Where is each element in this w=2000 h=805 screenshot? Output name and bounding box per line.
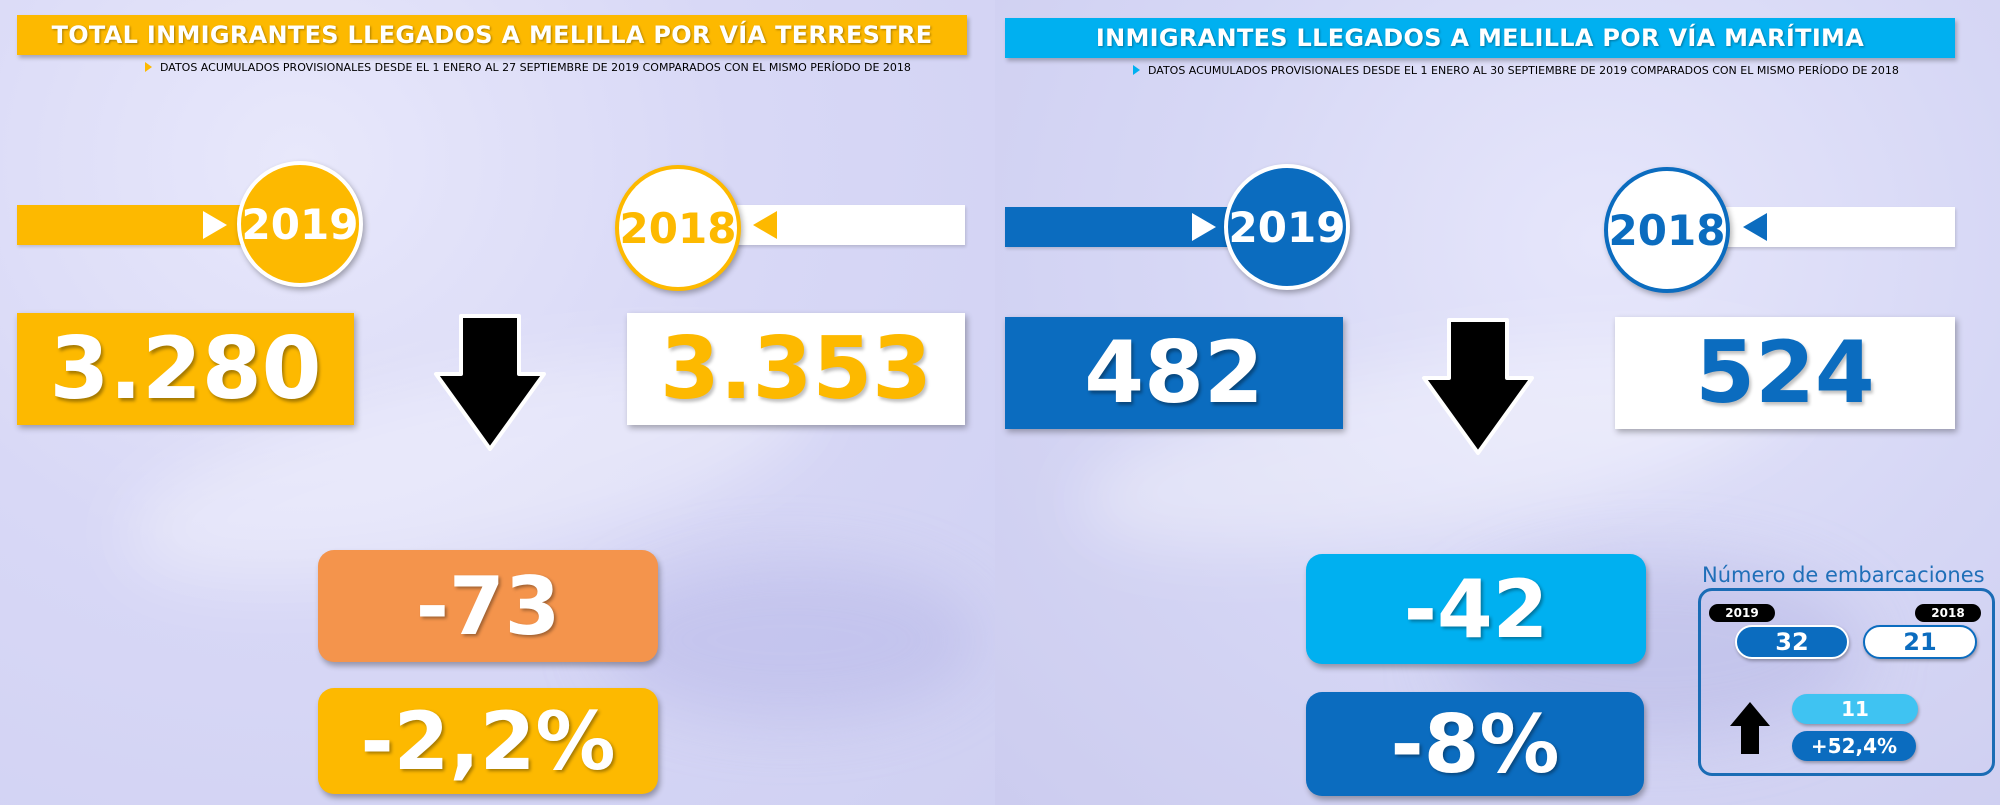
sea-value-2019: 482 — [1005, 317, 1343, 429]
land-panel: TOTAL INMIGRANTES LLEGADOS A MELILLA POR… — [0, 0, 995, 805]
sea-title: INMIGRANTES LLEGADOS A MELILLA POR VÍA M… — [1005, 18, 1955, 58]
boats-label-2019: 2019 — [1709, 604, 1775, 622]
sea-panel: INMIGRANTES LLEGADOS A MELILLA POR VÍA M… — [995, 0, 2000, 805]
sea-year-2018-badge: 2018 — [1604, 167, 1730, 293]
bullet-triangle-icon — [1133, 65, 1140, 75]
boats-title: Número de embarcaciones — [1702, 563, 1985, 587]
sea-subtitle-row: DATOS ACUMULADOS PROVISIONALES DESDE EL … — [1133, 62, 1899, 78]
land-difference-box: -73 — [318, 550, 658, 662]
triangle-left-icon — [1743, 213, 1767, 241]
land-year-2018-badge: 2018 — [615, 165, 741, 291]
boats-percent: +52,4% — [1792, 731, 1916, 761]
land-value-2018: 3.353 — [627, 313, 965, 425]
boats-value-2019: 32 — [1735, 625, 1849, 659]
land-year-2019-badge: 2019 — [237, 161, 363, 287]
play-triangle-icon — [203, 211, 227, 239]
boats-value-2018: 21 — [1863, 625, 1977, 659]
land-subtitle-row: DATOS ACUMULADOS PROVISIONALES DESDE EL … — [145, 59, 911, 75]
sea-value-2018: 524 — [1615, 317, 1955, 429]
arrow-down-icon — [1422, 318, 1534, 455]
sea-difference-box: -42 — [1306, 554, 1646, 664]
land-title: TOTAL INMIGRANTES LLEGADOS A MELILLA POR… — [17, 15, 967, 55]
triangle-left-icon — [753, 211, 777, 239]
sea-percent-box: -8% — [1306, 692, 1644, 796]
sea-subtitle: DATOS ACUMULADOS PROVISIONALES DESDE EL … — [1148, 63, 1899, 77]
play-triangle-icon — [1192, 213, 1216, 241]
boats-label-2018: 2018 — [1915, 604, 1981, 622]
boats-difference: 11 — [1792, 694, 1918, 724]
bullet-triangle-icon — [145, 62, 152, 72]
land-value-2019: 3.280 — [17, 313, 354, 425]
land-percent-box: -2,2% — [318, 688, 658, 794]
sea-year-2019-badge: 2019 — [1224, 164, 1350, 290]
boats-frame — [1698, 588, 1995, 776]
arrow-down-icon — [434, 314, 546, 451]
arrow-up-icon — [1730, 702, 1770, 754]
land-subtitle: DATOS ACUMULADOS PROVISIONALES DESDE EL … — [160, 60, 911, 74]
